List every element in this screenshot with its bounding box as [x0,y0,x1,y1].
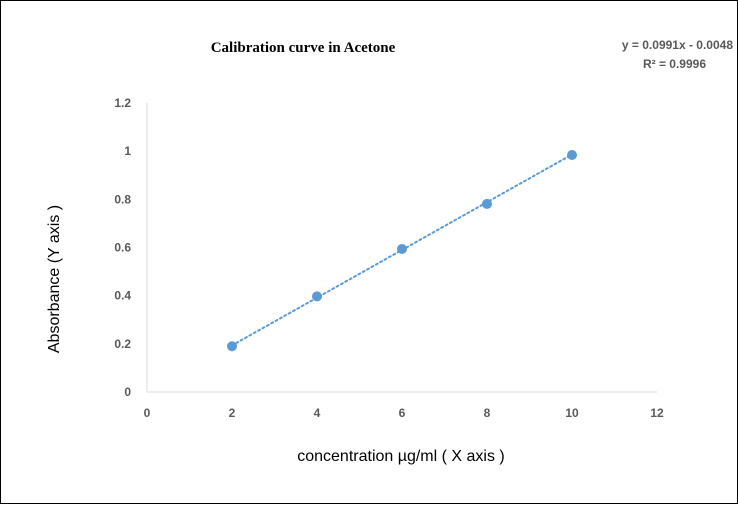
r-squared-label: R² = 0.9996 [643,57,706,71]
data-point [482,198,492,209]
y-tick-label: 1 [124,144,131,158]
x-tick-label: 4 [314,406,321,420]
data-point [397,243,407,254]
x-tick-label: 12 [650,406,664,420]
plot-area: 0 2 4 6 8 10 12 0 0.2 0.4 0.6 0.8 1 1.2 [114,96,664,420]
x-tick-label: 10 [565,406,579,420]
y-tick-label: 0.4 [114,289,131,303]
chart-title: Calibration curve in Acetone [211,40,396,56]
trendline-equation: y = 0.0991x - 0.0048 [622,38,733,52]
x-tick-label: 6 [399,406,406,420]
x-axis-title: concentration µg/ml ( X axis ) [297,448,505,465]
y-tick-label: 0.8 [114,192,131,206]
x-tick-label: 8 [484,406,491,420]
y-axis-title: Absorbance (Y axis ) [46,205,63,353]
y-tick-label: 1.2 [114,96,131,110]
y-tick-label: 0.2 [114,337,131,351]
y-tick-label: 0.6 [114,241,131,255]
data-point [227,341,237,352]
x-tick-label: 2 [229,406,236,420]
y-tick-label: 0 [124,385,131,399]
x-tick-label: 0 [144,406,151,420]
data-point [312,291,322,302]
data-point [567,150,577,161]
